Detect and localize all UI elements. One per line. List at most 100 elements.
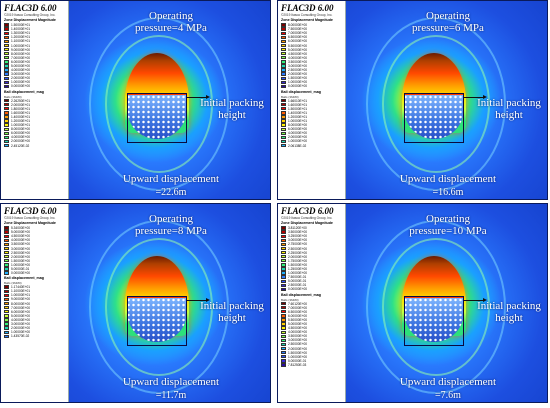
legend-value: 2.00000E+00 — [288, 254, 308, 259]
color-swatch — [4, 76, 9, 80]
color-swatch — [281, 84, 286, 89]
legend-row: 0.00000E+00 — [4, 84, 68, 88]
legend-row: 1.60000E+01 — [281, 103, 345, 107]
color-swatch — [4, 293, 9, 298]
ball-title: Ball displacement_mag — [281, 292, 321, 297]
legend-row: 6.50000E+00 — [281, 310, 345, 314]
company-line: ©2019 Itasca Consulting Group, Inc. — [4, 13, 56, 17]
legend-row: 4.00000E+00 — [4, 318, 68, 322]
legend-value: 3.00000E+00 — [11, 72, 31, 77]
color-swatch — [281, 318, 286, 322]
color-swatch — [281, 305, 286, 310]
legend-row: 6.00000E+00 — [4, 131, 68, 135]
legend-value: 1.50000E+01 — [11, 23, 31, 28]
color-swatch — [4, 60, 9, 64]
initial-packing-line1: Initial packing — [477, 97, 541, 109]
contour-scale: 8.00000E+00 7.50000E+00 7.00000E+00 6.50000… — [278, 23, 345, 89]
legend-panel: FLAC3D 6.00 ©2019 Itasca Consulting Group… — [1, 204, 69, 402]
legend-row: 1.50000E+01 — [281, 107, 345, 111]
simulation-panel-6mpa: FLAC3D 6.00 ©2019 Itasca Consulting Group… — [277, 0, 548, 200]
operating-line2: pressure=10 MPa — [409, 225, 487, 237]
legend-value: 1.00000E+00 — [11, 330, 31, 335]
color-swatch — [281, 230, 286, 234]
legend-row: 4.50000E+00 — [281, 52, 345, 56]
color-swatch — [281, 135, 286, 140]
legend-row: 3.00000E+00 — [4, 246, 68, 251]
upward-displacement-label: Upward displacement — [122, 173, 220, 185]
initial-packing-line2: height — [495, 109, 523, 121]
legend-row: 7.00000E+00 — [281, 31, 345, 35]
legend-value: 4.00000E+00 — [11, 135, 31, 140]
contour-scale: 5.34000E+00 5.00000E+00 4.50000E+00 4.00000… — [1, 226, 68, 275]
legend-row: 1.10000E+01 — [4, 39, 68, 43]
pointer-arrow-icon — [464, 95, 487, 99]
color-swatch — [4, 115, 9, 119]
legend-row: 1.00000E+01 — [4, 293, 68, 297]
color-swatch — [281, 342, 286, 347]
legend-value: 2.00000E+00 — [288, 72, 308, 77]
operating-line2: pressure=8 MPa — [135, 225, 207, 237]
software-brand: FLAC3D 6.00 — [281, 206, 334, 216]
legend-value: 1.20000E+01 — [11, 119, 31, 124]
legend-value: 3.50000E+00 — [288, 59, 308, 64]
legend-value: 4.00000E+00 — [11, 317, 31, 322]
legend-row: 1.25000E+00 — [281, 267, 345, 271]
legend-value: 4.00000E+00 — [288, 55, 308, 60]
legend-value: 1.20000E+01 — [288, 114, 308, 119]
legend-row: 4.00000E+00 — [4, 238, 68, 242]
color-swatch — [4, 102, 9, 107]
legend-value: 2.00000E+00 — [11, 76, 31, 81]
color-swatch — [281, 80, 286, 85]
upward-displacement-label: Upward displacement — [399, 173, 497, 185]
legend-value: 8.00000E+00 — [288, 123, 308, 128]
color-swatch — [4, 64, 9, 68]
upward-displacement-label: Upward displacement — [399, 376, 497, 388]
legend-value: 1.66010E+01 — [288, 98, 308, 103]
color-swatch — [281, 287, 286, 292]
color-swatch — [4, 39, 9, 44]
contour-ring-inner — [382, 238, 490, 376]
legend-value: 1.30000E+01 — [11, 31, 31, 36]
color-swatch — [281, 47, 286, 52]
color-swatch — [281, 271, 286, 275]
legend-value: 1.60000E+01 — [11, 110, 31, 115]
legend-row: 2.50000E+00 — [4, 251, 68, 255]
legend-row: 7.60120E+00 — [281, 302, 345, 306]
legend-row: 2.25000E+00 — [281, 251, 345, 255]
ball-scale: 1.66010E+01 1.60000E+01 1.50000E+01 1.40000… — [278, 99, 345, 148]
legend-row: 4.00000E+00 — [4, 68, 68, 72]
legend-value: 0.00000E+00 — [288, 84, 308, 89]
legend-row: 0.00000E+00 — [281, 84, 345, 88]
legend-value: 1.00000E+01 — [11, 123, 31, 128]
legend-row: 7.81250E-03 — [281, 363, 345, 367]
color-swatch — [281, 143, 286, 148]
legend-value: 2.06138E-02 — [288, 143, 307, 148]
legend-row: 2.50000E+00 — [281, 342, 345, 346]
upward-displacement-value: =22.6m — [155, 187, 187, 198]
contour-ring-outer — [366, 17, 506, 191]
color-swatch — [4, 334, 9, 338]
legend-value: 1.17440E+01 — [11, 285, 31, 290]
color-swatch — [4, 23, 9, 27]
legend-row: 8.00000E+00 — [4, 52, 68, 56]
color-swatch — [281, 127, 286, 131]
legend-value: 2.26250E+01 — [11, 98, 31, 103]
legend-row: 2.00000E+00 — [281, 347, 345, 351]
color-swatch — [4, 139, 9, 144]
contour-ring-inner — [105, 238, 213, 376]
legend-value: 2.00000E+01 — [11, 102, 31, 107]
legend-value: 5.00000E+00 — [11, 230, 31, 235]
legend-row: 8.00000E+00 — [4, 127, 68, 131]
color-swatch — [281, 64, 286, 68]
legend-row: 2.00000E+01 — [4, 103, 68, 107]
legend-value: 8.00000E+00 — [11, 301, 31, 306]
color-swatch — [4, 226, 9, 230]
legend-row: 1.43570E-02 — [4, 334, 68, 338]
legend-value: 2.50000E-01 — [288, 283, 307, 288]
color-swatch — [4, 107, 9, 111]
legend-row: 8.00000E+00 — [281, 123, 345, 127]
legend-row: 3.00000E+00 — [4, 322, 68, 326]
simulation-panel-10mpa: FLAC3D 6.00 ©2019 Itasca Consulting Group… — [277, 203, 548, 403]
legend-value: 1.00000E+00 — [288, 271, 308, 276]
legend-value: 7.50000E-01 — [288, 275, 307, 280]
